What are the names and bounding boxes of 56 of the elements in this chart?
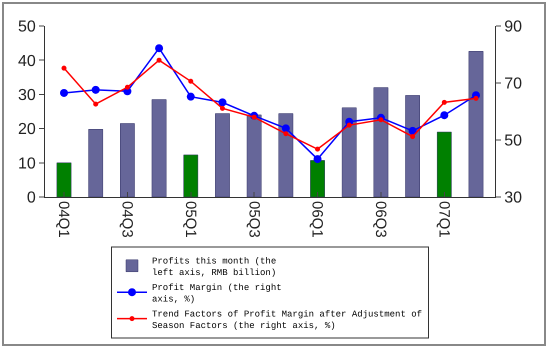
point — [188, 78, 194, 84]
point — [315, 146, 320, 152]
point — [283, 131, 288, 136]
y2-tick-label: 90 — [504, 18, 522, 36]
y-tick-label: 30 — [18, 87, 36, 104]
point — [378, 117, 384, 122]
x-tick-label: 06Q1 — [308, 201, 326, 238]
bar — [215, 113, 230, 197]
bar — [342, 107, 357, 197]
x-tick-label: 05Q1 — [182, 201, 199, 238]
point — [410, 134, 416, 140]
point — [155, 44, 164, 52]
legend-label: Trend Factors of Profit Margin after Adjustment of Season Factors (the right axis, %) — [152, 309, 422, 331]
point — [218, 98, 226, 106]
bar — [88, 129, 104, 197]
point — [124, 84, 130, 90]
bar — [246, 114, 262, 197]
point — [92, 86, 100, 94]
point — [220, 106, 225, 111]
y-tick-label: 0 — [26, 190, 36, 207]
bar — [56, 162, 72, 197]
bar — [310, 160, 325, 197]
point — [252, 114, 257, 120]
point — [314, 155, 322, 164]
bar — [436, 132, 452, 197]
bar — [120, 123, 135, 197]
point — [473, 96, 478, 101]
point — [156, 58, 162, 63]
point — [62, 66, 67, 71]
point — [346, 122, 352, 128]
legend-label: Profits this month (the left axis, RMB billion) — [152, 256, 276, 278]
y-tick-label: 10 — [18, 155, 36, 172]
point — [93, 102, 98, 107]
bar — [183, 154, 198, 197]
y-tick-label: 50 — [18, 18, 36, 36]
point — [440, 111, 448, 120]
y2-tick-label: 70 — [504, 76, 522, 93]
bar — [152, 99, 166, 197]
y2-tick-label: 30 — [504, 190, 522, 207]
bar — [405, 95, 420, 197]
y-tick-label: 20 — [18, 121, 36, 138]
bar — [468, 51, 484, 197]
x-tick-label: 04Q3 — [118, 201, 136, 238]
x-tick-label: 07Q1 — [435, 201, 452, 238]
point — [186, 92, 195, 101]
bar — [278, 113, 294, 197]
legend-label: Profit Margin (the right axis, %) — [152, 282, 282, 305]
y-tick-label: 40 — [18, 52, 36, 70]
x-tick-label: 05Q3 — [245, 201, 262, 238]
x-tick-label: 04Q1 — [55, 201, 72, 238]
point — [60, 88, 68, 97]
x-tick-label: 06Q3 — [372, 201, 390, 238]
point — [442, 100, 447, 105]
point — [282, 124, 290, 132]
bar — [374, 87, 388, 197]
y2-tick-label: 50 — [504, 132, 522, 150]
